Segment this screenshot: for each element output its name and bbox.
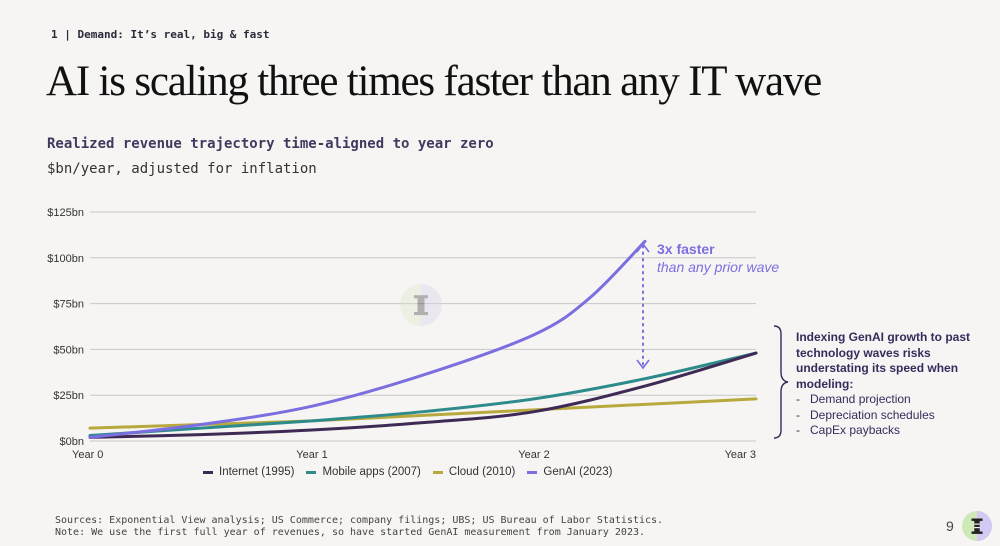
y-tick-label: $100bn [47, 253, 84, 265]
y-tick-label: $50bn [53, 344, 84, 356]
series-line-internet [88, 351, 758, 439]
legend-label-mobile: Mobile apps (2007) [322, 466, 421, 478]
footer-note: Note: We use the first full year of reve… [55, 527, 646, 538]
x-tick-label: Year 1 [296, 449, 327, 461]
legend-label-genai: GenAI (2023) [543, 466, 613, 478]
legend-item-cloud: Cloud (2010) [432, 466, 516, 478]
footer-sources: Sources: Exponential View analysis; US C… [55, 515, 664, 526]
chart-annotation: 3x faster than any prior wave [636, 241, 789, 439]
series-line-mobile [88, 351, 758, 438]
chart-subtitle: $bn/year, adjusted for inflation [47, 161, 317, 177]
gap-arrow-up-head [636, 242, 650, 253]
legend-item-genai: GenAI (2023) [527, 466, 612, 478]
legend-item-internet: Internet (1995) [203, 466, 294, 478]
side-note-list: Demand projection Depreciation schedules… [796, 392, 996, 439]
watermark-logo-icon [400, 284, 442, 326]
page-title: AI is scaling three times faster than an… [46, 58, 822, 105]
legend-swatch-genai [527, 470, 538, 474]
legend-label-cloud: Cloud (2010) [448, 466, 516, 478]
x-tick-label: Year 2 [518, 449, 549, 461]
section-label: 1 | Demand: It’s real, big & fast [51, 28, 270, 41]
y-tick-label: $25bn [53, 390, 84, 402]
x-tick-label: Year 3 [725, 449, 756, 461]
legend-swatch-cloud [432, 470, 443, 474]
page-number: 9 [946, 518, 954, 534]
side-note-brace [773, 325, 789, 439]
legend-label-internet: Internet (1995) [219, 466, 295, 478]
chart-grid: $0bn $25bn $50bn $75bn $100bn $125bn Year 0 Yea… [47, 207, 756, 461]
side-note-heading: Indexing GenAI growth to past technology… [796, 330, 970, 391]
gap-arrow-down-head [636, 359, 650, 370]
footer: Sources: Exponential View analysis; US C… [55, 515, 663, 539]
y-tick-label: $125bn [47, 207, 84, 219]
chart-title: Realized revenue trajectory time-aligned… [47, 136, 494, 152]
y-tick-label: $75bn [53, 299, 84, 311]
x-tick-label: Year 0 [72, 449, 103, 461]
legend-swatch-mobile [306, 470, 317, 474]
chart-series [88, 239, 758, 439]
side-note: Indexing GenAI growth to past technology… [796, 330, 996, 439]
series-line-genai [88, 239, 647, 439]
side-note-item: CapEx paybacks [796, 423, 996, 439]
legend-item-mobile: Mobile apps (2007) [306, 466, 421, 478]
annotation-main: 3x faster [657, 241, 715, 257]
side-note-item: Depreciation schedules [796, 408, 996, 424]
y-tick-label: $0bn [60, 436, 84, 448]
chart-legend: Internet (1995) Mobile apps (2007) Cloud… [203, 466, 612, 478]
brand-logo-icon [962, 511, 992, 541]
annotation-sub: than any prior wave [657, 259, 779, 275]
legend-swatch-internet [203, 470, 213, 474]
side-note-item: Demand projection [796, 392, 996, 408]
